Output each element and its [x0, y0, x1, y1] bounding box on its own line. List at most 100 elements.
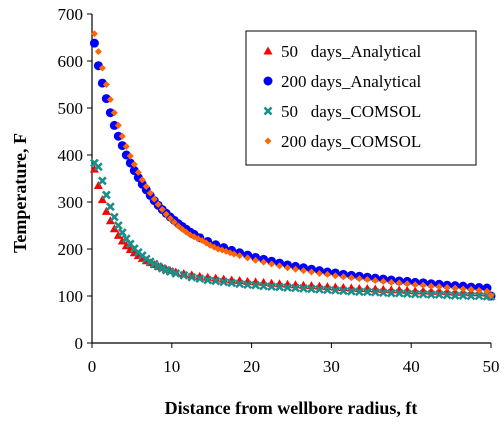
y-tick-label: 500: [58, 99, 84, 118]
y-axis-title: Temperature, F: [10, 133, 30, 253]
data-point: [226, 249, 234, 257]
data-point: [158, 206, 166, 214]
data-point: [395, 279, 403, 287]
data-point: [170, 218, 178, 226]
data-point: [442, 290, 452, 300]
data-point: [101, 206, 111, 215]
data-point: [126, 152, 134, 160]
series-1: [89, 164, 496, 300]
y-tick-label: 600: [58, 52, 84, 71]
data-point: [299, 284, 308, 293]
data-point: [276, 262, 284, 270]
legend-label: 200 days_Analytical: [281, 72, 421, 91]
data-point: [322, 285, 332, 295]
data-point: [284, 264, 292, 272]
legend-marker: [263, 106, 273, 116]
data-point: [89, 38, 99, 48]
legend-box: [245, 30, 477, 166]
data-point: [118, 132, 126, 140]
data-point: [142, 182, 150, 190]
data-point: [275, 282, 284, 292]
data-point: [267, 282, 276, 292]
data-point: [370, 287, 380, 297]
data-point: [371, 276, 379, 284]
data-point: [443, 284, 451, 292]
data-point: [211, 276, 221, 286]
data-point: [386, 288, 396, 298]
data-point: [346, 286, 356, 296]
data-point: [347, 274, 355, 282]
data-point: [299, 267, 307, 275]
data-point: [315, 269, 323, 277]
x-tick-label: 40: [403, 357, 420, 376]
x-tick-label: 50: [483, 357, 500, 376]
data-point: [435, 283, 443, 291]
data-point: [339, 273, 347, 281]
data-point: [236, 252, 244, 260]
data-point: [475, 286, 483, 294]
data-point: [291, 265, 299, 273]
series-layer: [89, 30, 496, 301]
data-point: [171, 269, 181, 278]
data-point: [90, 30, 98, 38]
data-point: [283, 283, 292, 292]
data-point: [243, 280, 253, 290]
data-point: [487, 292, 495, 300]
data-point: [466, 291, 476, 301]
data-point: [203, 275, 213, 285]
data-point: [450, 291, 460, 300]
data-point: [474, 291, 484, 301]
data-point: [219, 277, 229, 287]
x-tick-label: 30: [323, 357, 340, 376]
data-point: [235, 279, 245, 289]
data-point: [113, 221, 123, 230]
data-point: [459, 285, 467, 293]
data-point: [110, 109, 118, 117]
legend-marker: [264, 137, 272, 145]
y-ticks: 0 100 200 300 400 500 600 700: [58, 5, 92, 353]
series-4: [90, 30, 495, 300]
y-tick-label: 400: [58, 146, 84, 165]
data-point: [93, 181, 103, 190]
data-point: [179, 268, 189, 277]
y-tick-label: 200: [58, 240, 84, 259]
series-3: [89, 158, 496, 301]
data-point: [418, 289, 428, 299]
y-tick-label: 100: [58, 287, 84, 306]
data-point: [268, 260, 276, 268]
data-point: [179, 270, 189, 280]
legend: 50 days_Analytical 200 days_Analytical 50 …: [245, 30, 477, 166]
data-point: [102, 81, 110, 88]
data-point: [97, 176, 107, 186]
data-point: [93, 162, 103, 172]
data-point: [483, 287, 491, 295]
data-point: [426, 290, 436, 300]
data-point: [134, 168, 142, 176]
data-point: [187, 272, 197, 282]
legend-marker: [263, 76, 273, 86]
data-point: [89, 164, 99, 173]
data-point: [109, 120, 119, 130]
data-point: [109, 212, 119, 222]
data-point: [394, 288, 404, 298]
data-point: [117, 228, 127, 237]
data-point: [146, 189, 154, 197]
data-point: [419, 281, 427, 289]
data-point: [106, 96, 114, 104]
data-point: [291, 283, 300, 293]
data-point: [195, 274, 205, 284]
data-point: [338, 286, 348, 296]
data-point: [105, 108, 115, 118]
x-axis-title: Distance from wellbore radius, ft: [165, 398, 418, 418]
data-point: [378, 288, 388, 298]
data-point: [117, 236, 127, 245]
data-point: [330, 285, 340, 295]
legend-marker: [263, 46, 273, 55]
data-point: [434, 290, 444, 300]
data-point: [451, 284, 459, 292]
data-point: [363, 276, 371, 284]
data-point: [467, 285, 475, 293]
data-point: [101, 190, 111, 200]
data-point: [230, 250, 238, 258]
